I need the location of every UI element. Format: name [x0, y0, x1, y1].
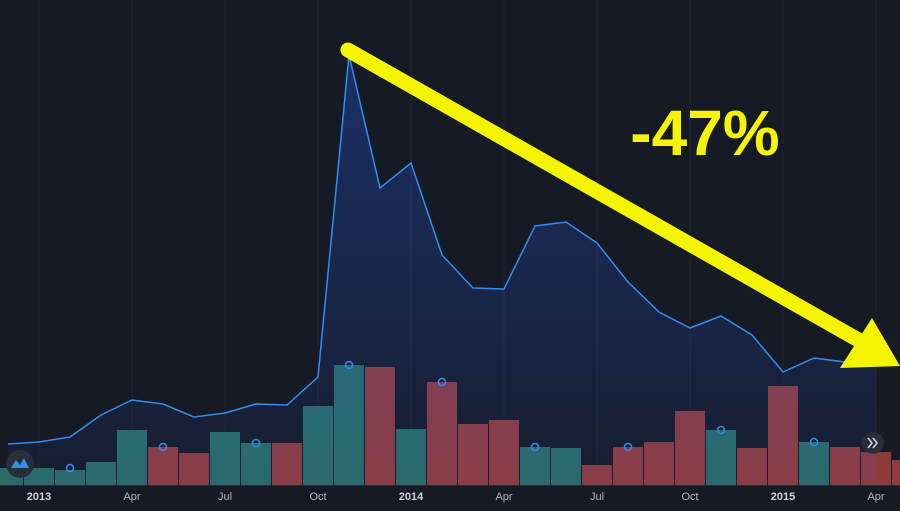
x-tick-label: Oct	[681, 491, 698, 503]
x-tick-label: Apr	[123, 491, 140, 503]
event-marker	[437, 377, 447, 387]
event-marker	[158, 442, 168, 452]
event-marker	[65, 463, 75, 473]
price-series	[7, 54, 877, 485]
logo-icon	[11, 458, 29, 468]
x-tick-label: Apr	[867, 491, 884, 503]
event-marker	[809, 437, 819, 447]
price-area	[8, 55, 876, 485]
x-tick-label: Apr	[495, 491, 512, 503]
event-markers	[65, 360, 819, 473]
x-tick-label: Jul	[218, 491, 232, 503]
x-tick-label: 2014	[399, 491, 424, 503]
logo	[6, 450, 34, 478]
annotation-text: -47%	[630, 97, 779, 169]
x-tick-label: Jul	[590, 491, 604, 503]
event-marker	[716, 425, 726, 435]
event-marker	[623, 442, 633, 452]
event-marker	[344, 360, 354, 370]
x-axis: 2013 Apr Jul Oct 2014 Apr Jul Oct 2015 Apr	[27, 491, 885, 503]
x-tick-label: Oct	[309, 491, 326, 503]
x-tick-label: 2015	[771, 491, 795, 503]
event-marker	[251, 438, 261, 448]
volume-bar	[892, 460, 900, 485]
x-tick-label: 2013	[27, 491, 51, 503]
scroll-button-icon	[867, 437, 879, 449]
event-marker	[530, 442, 540, 452]
price-line	[7, 54, 877, 445]
annotation-arrowhead	[840, 318, 900, 368]
annotation-arrow	[340, 42, 870, 350]
